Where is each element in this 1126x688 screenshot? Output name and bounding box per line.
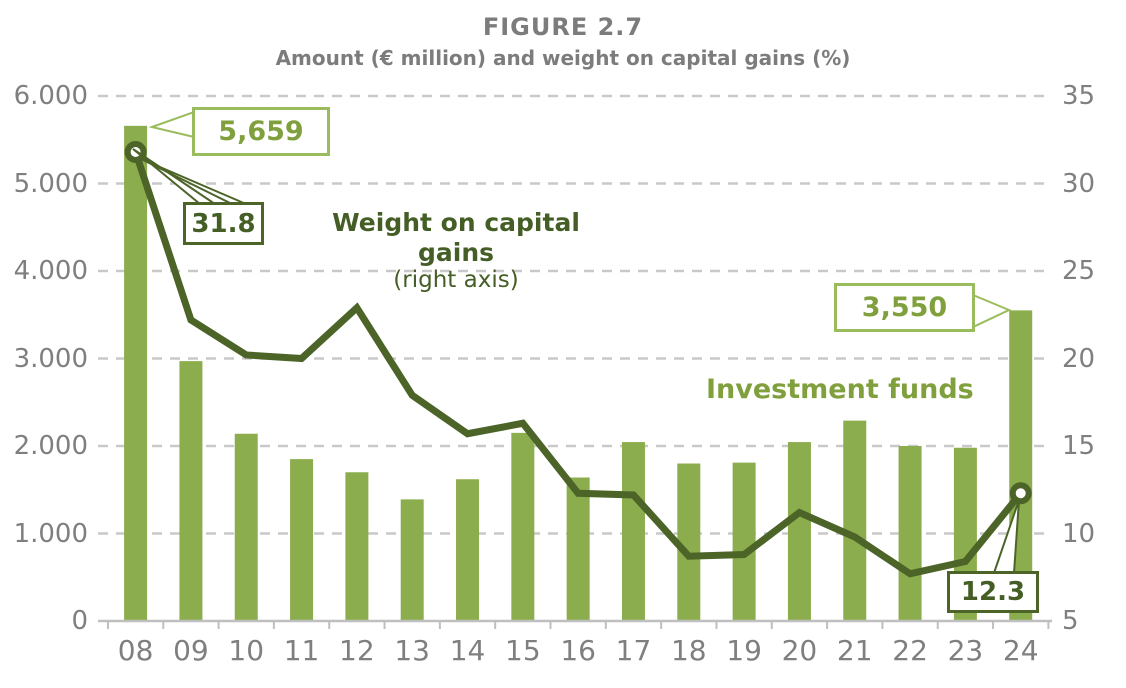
y-left-tick-2.000: 2.000 [13, 431, 88, 461]
y-right-tick-15: 15 [1062, 431, 1096, 461]
x-tick-16: 16 [560, 634, 596, 667]
x-tick-21: 21 [836, 634, 873, 667]
y-right-tick-20: 20 [1062, 343, 1096, 374]
bar-22 [898, 446, 922, 621]
bar-12 [345, 472, 369, 621]
bar-21 [843, 420, 867, 621]
bar-16 [566, 477, 590, 621]
bar-09 [179, 361, 203, 621]
y-right-tick-10: 10 [1062, 518, 1096, 549]
y-right-tick-35: 35 [1062, 81, 1096, 111]
series-label-investment-funds: Investment funds [706, 374, 974, 405]
series-label-right-axis-note: (right axis) [393, 267, 519, 293]
y-left-tick-4.000: 4.000 [13, 256, 88, 286]
bar-14 [456, 479, 480, 621]
callout-pointer-3550 [972, 293, 1012, 329]
bar-19 [732, 462, 756, 621]
x-tick-10: 10 [228, 634, 265, 667]
series-label-weight-text: Weight on capital gains [332, 208, 580, 267]
x-tick-17: 17 [615, 634, 652, 667]
y-right-tick-5: 5 [1062, 606, 1079, 636]
y-left-tick-5.000: 5.000 [13, 168, 88, 199]
bar-15 [511, 432, 535, 621]
bar-11 [290, 459, 314, 621]
figure-title: FIGURE 2.7 [482, 13, 644, 41]
y-left-tick-6.000: 6.000 [13, 81, 88, 111]
bar-20 [787, 442, 811, 621]
bar-10 [234, 433, 258, 621]
x-tick-15: 15 [505, 634, 541, 667]
x-tick-22: 22 [892, 634, 928, 667]
y-left-tick-1.000: 1.000 [13, 518, 88, 549]
x-tick-09: 09 [173, 634, 209, 667]
data-label-line-2024: 12.3 [947, 571, 1039, 613]
figure-subtitle: Amount (€ million) and weight on capital… [275, 46, 851, 70]
x-tick-24: 24 [1002, 634, 1039, 667]
y-left-tick-3.000: 3.000 [13, 343, 88, 374]
data-label-bar-2008: 5,659 [192, 107, 330, 156]
bar-08 [124, 125, 148, 622]
x-tick-13: 13 [394, 634, 430, 667]
series-label-weight-on-capital-gains: Weight on capital gains (right axis) [300, 208, 612, 295]
x-tick-08: 08 [117, 634, 154, 667]
x-tick-23: 23 [947, 634, 984, 667]
y-right-tick-25: 25 [1062, 256, 1096, 286]
bar-13 [400, 499, 424, 621]
x-tick-19: 19 [726, 634, 762, 667]
x-tick-18: 18 [670, 634, 707, 667]
marker-24 [1009, 482, 1032, 505]
bar-18 [677, 463, 701, 621]
y-left-tick-0: 0 [71, 606, 88, 636]
data-label-bar-2024: 3,550 [834, 283, 975, 332]
x-tick-11: 11 [283, 634, 320, 667]
x-tick-14: 14 [449, 634, 486, 667]
data-label-line-2008: 31.8 [183, 202, 264, 245]
y-right-tick-30: 30 [1062, 168, 1096, 199]
x-tick-12: 12 [339, 634, 375, 667]
weight-line [132, 150, 1024, 578]
x-tick-20: 20 [781, 634, 818, 667]
bar-17 [621, 442, 645, 621]
callout-pointer-5659 [148, 110, 195, 139]
